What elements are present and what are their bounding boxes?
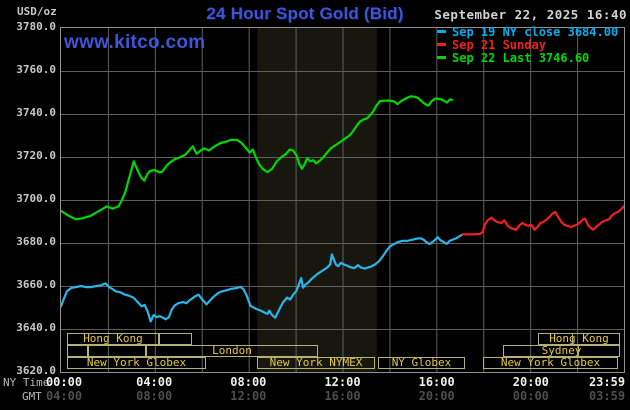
- y-axis-tick-label: 3740.0: [16, 106, 56, 119]
- y-axis-tick-label: 3780.0: [16, 20, 56, 33]
- x-axis-gmt-tick: 16:00: [324, 389, 361, 403]
- session-box-segment: [67, 345, 88, 357]
- x-axis-gmt-tick: 00:00: [512, 389, 549, 403]
- legend-item: Sep 19 NY close 3684.00: [437, 26, 618, 39]
- session-box-sydney: Sydney: [503, 345, 620, 357]
- legend-label: Sep 22 Last 3746.60: [452, 51, 590, 65]
- price-chart: [59, 28, 625, 372]
- page-title: 24 Hour Spot Gold (Bid): [206, 4, 404, 23]
- session-box-new-york-nymex: New York NYMEX: [257, 357, 375, 369]
- session-box-london: London: [146, 345, 318, 357]
- legend-color-dash: [437, 30, 446, 33]
- x-axis-gmt-tick: 03:59: [588, 389, 626, 403]
- y-axis-tick-label: 3620.0: [16, 364, 56, 377]
- legend-item: Sep 21 Sunday: [437, 39, 618, 52]
- series-line-sep-22-last: [59, 95, 454, 221]
- x-axis-gmt-tick: 08:00: [136, 389, 173, 403]
- chart-timestamp: September 22, 2025 16:40: [434, 7, 627, 22]
- session-box-segment: [88, 345, 146, 357]
- plot-area: [59, 27, 625, 373]
- y-axis-tick-label: 3640.0: [16, 321, 56, 334]
- session-box-segment: [159, 333, 192, 345]
- y-axis-tick-label: 3680.0: [16, 235, 56, 248]
- series-line-sep-19-ny-close: [59, 233, 464, 323]
- x-axis-ny-time-label: NY Time: [3, 376, 50, 389]
- x-axis-ny-tick: 20:00: [512, 375, 549, 389]
- y-axis-tick-label: 3760.0: [16, 63, 56, 76]
- y-axis-tick-label: 3700.0: [16, 192, 56, 205]
- chart-legend: Sep 19 NY close 3684.00 Sep 21 Sunday Sep …: [437, 26, 618, 65]
- session-box-divider: [578, 346, 579, 356]
- legend-color-dash: [437, 43, 446, 46]
- session-box-divider: [572, 334, 573, 344]
- x-axis-ny-tick: 00:00: [45, 375, 83, 389]
- session-box-new-york-globex: New York Globex: [483, 357, 618, 369]
- y-axis-tick-label: 3660.0: [16, 278, 56, 291]
- session-box-hong-kong: Hong Kong: [67, 333, 159, 345]
- session-box-hong-kong: Hong Kong: [538, 333, 620, 345]
- x-axis-ny-tick: 12:00: [324, 375, 361, 389]
- x-axis-gmt-label: GMT: [22, 390, 42, 403]
- y-axis-unit-label: USD/oz: [17, 5, 57, 18]
- x-axis-gmt-tick: 20:00: [418, 389, 455, 403]
- y-axis-tick-label: 3720.0: [16, 149, 56, 162]
- series-line-sep-21-sunday: [461, 205, 625, 236]
- x-axis-ny-tick: 16:00: [418, 375, 455, 389]
- x-axis-ny-tick: 23:59: [588, 375, 626, 389]
- x-axis-ny-tick: 04:00: [136, 375, 173, 389]
- legend-color-dash: [437, 56, 446, 59]
- x-axis-gmt-tick: 12:00: [230, 389, 267, 403]
- legend-label: Sep 21 Sunday: [452, 38, 546, 52]
- session-box-ny-globex: NY Globex: [378, 357, 465, 369]
- session-box-new-york-globex: New York Globex: [67, 357, 206, 369]
- legend-label: Sep 19 NY close 3684.00: [452, 25, 619, 39]
- x-axis-ny-tick: 08:00: [230, 375, 267, 389]
- x-axis-gmt-tick: 04:00: [45, 389, 83, 403]
- kitco-home-link[interactable]: www.kitco.com: [64, 32, 206, 53]
- legend-item: Sep 22 Last 3746.60: [437, 52, 618, 65]
